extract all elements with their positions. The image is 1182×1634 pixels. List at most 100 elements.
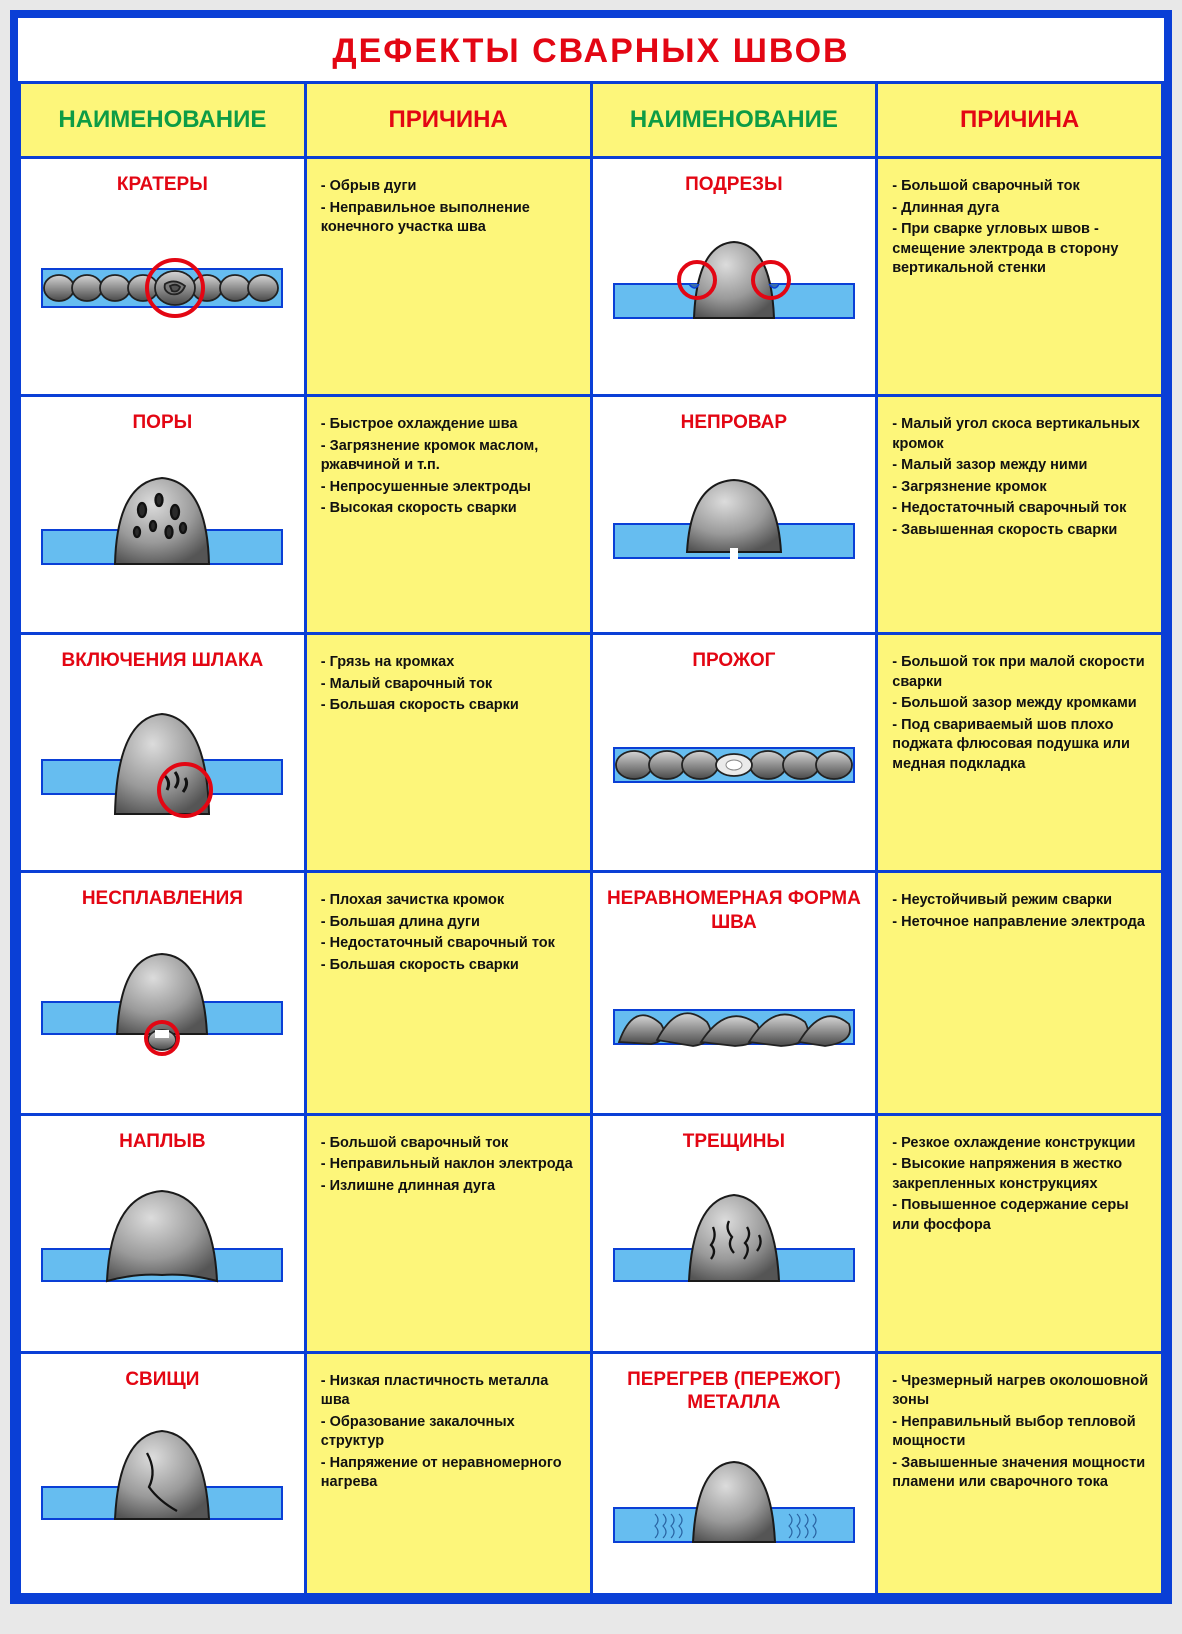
cause-line: - Быстрое охлаждение шва — [321, 415, 580, 435]
cause-line: - Грязь на кромках — [321, 653, 580, 673]
cause-line: - Неправильный выбор тепловой мощности — [892, 1413, 1151, 1452]
cause-line: - Завышенная скорость сварки — [892, 521, 1151, 541]
table-row: СВИЩИ - Низкая пластичность металла шва-… — [20, 1352, 1163, 1595]
cause-line: - Низкая пластичность металла шва — [321, 1372, 580, 1411]
cause-line: - Малый сварочный ток — [321, 675, 580, 695]
poster-title: ДЕФЕКТЫ СВАРНЫХ ШВОВ — [18, 18, 1164, 81]
defect-cause-cell: - Быстрое охлаждение шва- Загрязнение кр… — [305, 396, 591, 634]
defect-name-cell: НЕРАВНОМЕРНАЯ ФОРМА ШВА — [591, 872, 877, 1115]
prozhog-diagram — [601, 685, 868, 835]
defect-name-cell: НЕПРОВАР — [591, 396, 877, 634]
col-header-name-2: НАИМЕНОВАНИЕ — [591, 83, 877, 158]
naplyv-diagram — [29, 1166, 296, 1316]
col-header-name-1: НАИМЕНОВАНИЕ — [20, 83, 306, 158]
header-row: НАИМЕНОВАНИЕ ПРИЧИНА НАИМЕНОВАНИЕ ПРИЧИН… — [20, 83, 1163, 158]
defect-name-cell: ПРОЖОГ — [591, 634, 877, 872]
col-header-cause-2: ПРИЧИНА — [877, 83, 1163, 158]
cause-line: - Неправильный наклон электрода — [321, 1155, 580, 1175]
defect-cause-cell: - Неустойчивый режим сварки- Неточное на… — [877, 872, 1163, 1115]
cause-line: - Высокие напряжения в жестко закрепленн… — [892, 1155, 1151, 1194]
defect-cause-cell: - Большой сварочный ток- Неправильный на… — [305, 1114, 591, 1352]
cause-line: - Непросушенные электроды — [321, 478, 580, 498]
cause-line: - Длинная дуга — [892, 199, 1151, 219]
cause-list: - Обрыв дуги- Неправильное выполнение ко… — [321, 177, 580, 238]
poster-root: ДЕФЕКТЫ СВАРНЫХ ШВОВ НАИМЕНОВАНИЕ ПРИЧИН… — [10, 10, 1172, 1604]
table-row: КРАТЕРЫ - Обрыв дуги- Неправильное выпол… — [20, 158, 1163, 396]
defect-name: ПОДРЕЗЫ — [601, 173, 868, 197]
cause-line: - Большой сварочный ток — [892, 177, 1151, 197]
nesplav-diagram — [29, 923, 296, 1073]
cause-line: - Завышенные значения мощности пламени и… — [892, 1454, 1151, 1493]
neprovar-diagram — [601, 447, 868, 597]
cause-line: - Излишне длинная дуга — [321, 1177, 580, 1197]
shlak-diagram — [29, 685, 296, 835]
defect-name: НЕРАВНОМЕРНАЯ ФОРМА ШВА — [601, 887, 868, 935]
defect-cause-cell: - Чрезмерный нагрев околошовной зоны- Не… — [877, 1352, 1163, 1595]
cause-line: - Неправильное выполнение конечного учас… — [321, 199, 580, 238]
defect-name: СВИЩИ — [29, 1368, 296, 1392]
podrezy-diagram — [601, 209, 868, 359]
cause-line: - Чрезмерный нагрев околошовной зоны — [892, 1372, 1151, 1411]
cause-line: - Повышенное содержание серы или фосфора — [892, 1196, 1151, 1235]
table-row: ПОРЫ - Быстрое охлаждение шва- Загрязнен… — [20, 396, 1163, 634]
kratery-diagram — [29, 209, 296, 359]
defect-name-cell: КРАТЕРЫ — [20, 158, 306, 396]
defect-name-cell: НАПЛЫВ — [20, 1114, 306, 1352]
cause-line: - Большой ток при малой скорости сварки — [892, 653, 1151, 692]
cause-list: - Неустойчивый режим сварки- Неточное на… — [892, 891, 1151, 932]
table-row: НАПЛЫВ - Большой сварочный ток- Неправил… — [20, 1114, 1163, 1352]
defect-name: НЕПРОВАР — [601, 411, 868, 435]
cause-line: - Напряжение от неравномерного нагрева — [321, 1454, 580, 1493]
cause-line: - Большая длина дуги — [321, 913, 580, 933]
svishi-diagram — [29, 1404, 296, 1554]
peregrev-diagram — [601, 1427, 868, 1577]
cause-list: - Большой ток при малой скорости сварки-… — [892, 653, 1151, 774]
cause-line: - Большая скорость сварки — [321, 956, 580, 976]
cause-line: - Малый угол скоса вертикальных кромок — [892, 415, 1151, 454]
defect-name: НАПЛЫВ — [29, 1130, 296, 1154]
defects-table: НАИМЕНОВАНИЕ ПРИЧИНА НАИМЕНОВАНИЕ ПРИЧИН… — [18, 81, 1164, 1596]
defect-name-cell: ПОДРЕЗЫ — [591, 158, 877, 396]
cause-line: - Загрязнение кромок — [892, 478, 1151, 498]
cause-line: - Неточное направление электрода — [892, 913, 1151, 933]
cause-line: - Высокая скорость сварки — [321, 499, 580, 519]
defect-cause-cell: - Резкое охлаждение конструкции- Высокие… — [877, 1114, 1163, 1352]
neravn-diagram — [601, 947, 868, 1097]
defect-cause-cell: - Малый угол скоса вертикальных кромок - … — [877, 396, 1163, 634]
cause-line: - Обрыв дуги — [321, 177, 580, 197]
cause-list: - Плохая зачистка кромок- Большая длина … — [321, 891, 580, 975]
defect-cause-cell: - Обрыв дуги- Неправильное выполнение ко… — [305, 158, 591, 396]
defect-cause-cell: - Низкая пластичность металла шва- Образ… — [305, 1352, 591, 1595]
defect-cause-cell: - Большой сварочный ток- Длинная дуга- П… — [877, 158, 1163, 396]
cause-line: - Недостаточный сварочный ток — [321, 934, 580, 954]
cause-line: - Загрязнение кромок маслом, ржавчиной и… — [321, 437, 580, 476]
defect-name-cell: СВИЩИ — [20, 1352, 306, 1595]
cause-line: - Резкое охлаждение конструкции — [892, 1134, 1151, 1154]
cause-list: - Большой сварочный ток- Длинная дуга- П… — [892, 177, 1151, 279]
defect-cause-cell: - Плохая зачистка кромок- Большая длина … — [305, 872, 591, 1115]
cause-list: - Грязь на кромках- Малый сварочный ток-… — [321, 653, 580, 716]
cause-line: - Неустойчивый режим сварки — [892, 891, 1151, 911]
defect-name: ТРЕЩИНЫ — [601, 1130, 868, 1154]
defect-name: ПРОЖОГ — [601, 649, 868, 673]
cause-line: - Большой сварочный ток — [321, 1134, 580, 1154]
cause-list: - Низкая пластичность металла шва- Образ… — [321, 1372, 580, 1493]
cause-line: - Под свариваемый шов плохо поджата флюс… — [892, 716, 1151, 775]
pory-diagram — [29, 447, 296, 597]
treshiny-diagram — [601, 1166, 868, 1316]
defect-cause-cell: - Грязь на кромках- Малый сварочный ток-… — [305, 634, 591, 872]
cause-line: - Образование закалочных структур — [321, 1413, 580, 1452]
defect-name: ПЕРЕГРЕВ (ПЕРЕЖОГ) МЕТАЛЛА — [601, 1368, 868, 1416]
cause-line: - Плохая зачистка кромок — [321, 891, 580, 911]
table-row: ВКЛЮЧЕНИЯ ШЛАКА - Грязь на кромках- Малы… — [20, 634, 1163, 872]
cause-list: - Резкое охлаждение конструкции- Высокие… — [892, 1134, 1151, 1236]
cause-line: - Большой зазор между кромками — [892, 694, 1151, 714]
defect-name: ВКЛЮЧЕНИЯ ШЛАКА — [29, 649, 296, 673]
cause-line: - Большая скорость сварки — [321, 696, 580, 716]
defect-name-cell: ПОРЫ — [20, 396, 306, 634]
cause-line: - Недостаточный сварочный ток — [892, 499, 1151, 519]
cause-list: - Большой сварочный ток- Неправильный на… — [321, 1134, 580, 1197]
defect-cause-cell: - Большой ток при малой скорости сварки-… — [877, 634, 1163, 872]
col-header-cause-1: ПРИЧИНА — [305, 83, 591, 158]
cause-line: - При сварке угловых швов - смещение эле… — [892, 220, 1151, 279]
